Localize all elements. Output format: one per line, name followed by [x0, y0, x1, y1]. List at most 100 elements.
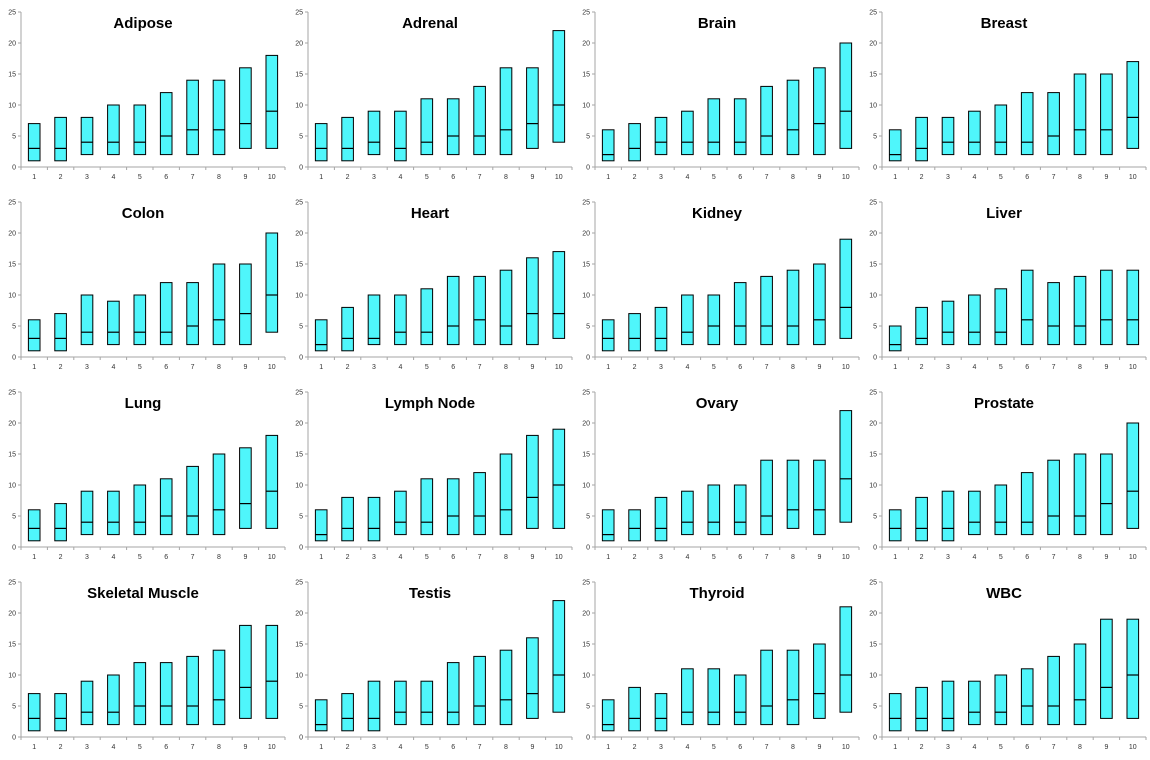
box-4: [107, 104, 120, 156]
box-2: [915, 306, 928, 346]
x-tick-label: 6: [738, 364, 742, 371]
box-10: [839, 606, 853, 713]
box-9: [813, 643, 826, 719]
box-8: [1073, 275, 1087, 346]
chart-title: Heart: [411, 205, 449, 222]
box-4: [394, 294, 407, 346]
box-6: [159, 662, 173, 726]
box-8: [786, 79, 800, 156]
y-tick-label: 25: [8, 200, 16, 207]
box-9: [526, 67, 539, 149]
y-tick-label: 25: [295, 580, 303, 587]
y-tick-label: 10: [869, 483, 877, 490]
box-9: [239, 624, 252, 719]
y-tick-label: 20: [295, 41, 303, 48]
x-tick-label: 6: [1025, 554, 1029, 561]
x-tick-label: 10: [268, 554, 276, 561]
x-tick-label: 8: [1078, 364, 1082, 371]
x-tick-label: 4: [398, 554, 402, 561]
x-tick-label: 5: [425, 554, 429, 561]
chart-title: WBC: [986, 585, 1022, 602]
y-tick-label: 5: [873, 704, 877, 711]
box-10: [265, 54, 279, 149]
box-5: [707, 484, 721, 536]
box-1: [27, 509, 41, 542]
box-2: [915, 496, 928, 542]
x-tick-label: 2: [633, 744, 637, 751]
box-10: [552, 251, 566, 339]
x-tick-label: 1: [893, 174, 897, 181]
x-tick-label: 3: [946, 174, 950, 181]
x-tick-label: 9: [530, 554, 534, 561]
chart-title: Adrenal: [402, 15, 458, 32]
box-9: [813, 263, 826, 346]
box-7: [186, 282, 199, 346]
x-tick-label: 6: [451, 554, 455, 561]
y-tick-label: 10: [8, 673, 16, 680]
chart-title: Thyroid: [690, 585, 745, 602]
x-tick-label: 10: [842, 364, 850, 371]
box-3: [941, 116, 955, 156]
box-4: [681, 110, 694, 156]
x-tick-label: 7: [765, 744, 769, 751]
chart-panel-skeletal-muscle: 0 5 10 15 20 25 1 2 3 4 5 6 7 8 9 10 Skeletal Muscle: [8, 580, 286, 751]
box-5: [994, 674, 1008, 726]
x-tick-label: 2: [59, 554, 63, 561]
box-8: [499, 649, 513, 726]
x-tick-label: 5: [138, 744, 142, 751]
y-tick-label: 15: [582, 262, 590, 269]
y-tick-label: 15: [869, 72, 877, 79]
x-tick-label: 5: [425, 744, 429, 751]
x-tick-label: 10: [1129, 174, 1137, 181]
y-tick-label: 10: [582, 103, 590, 110]
box-1: [314, 319, 328, 352]
x-tick-label: 9: [817, 364, 821, 371]
box-6: [446, 98, 460, 156]
box-2: [341, 306, 354, 352]
box-1: [888, 509, 902, 542]
box-3: [654, 496, 668, 542]
y-tick-label: 0: [873, 165, 877, 172]
box-4: [681, 490, 694, 536]
y-tick-label: 0: [299, 545, 303, 552]
x-tick-label: 2: [59, 364, 63, 371]
x-tick-label: 4: [398, 174, 402, 181]
x-tick-label: 6: [451, 174, 455, 181]
box-9: [239, 447, 252, 529]
box-1: [601, 319, 615, 352]
x-tick-label: 7: [1052, 744, 1056, 751]
box-4: [394, 490, 407, 536]
x-tick-label: 2: [346, 174, 350, 181]
x-tick-label: 9: [1104, 554, 1108, 561]
y-tick-label: 0: [586, 735, 590, 742]
x-tick-label: 9: [817, 744, 821, 751]
box-6: [733, 282, 747, 346]
y-tick-label: 20: [295, 611, 303, 618]
box-8: [786, 269, 800, 346]
box-8: [786, 459, 800, 529]
box-10: [265, 624, 279, 719]
box-2: [628, 313, 641, 352]
box-1: [314, 509, 328, 542]
box-5: [707, 294, 721, 346]
y-tick-label: 25: [8, 390, 16, 397]
box-8: [212, 649, 226, 726]
box-1: [314, 123, 328, 162]
x-tick-label: 1: [606, 364, 610, 371]
x-tick-label: 7: [765, 174, 769, 181]
box-5: [420, 680, 434, 726]
x-tick-label: 10: [1129, 364, 1137, 371]
box-5: [994, 288, 1008, 346]
box-9: [239, 263, 252, 346]
x-tick-label: 6: [738, 174, 742, 181]
y-tick-label: 25: [8, 580, 16, 587]
box-9: [1100, 73, 1113, 156]
chart-panel-heart: 0 5 10 15 20 25 1 2 3 4 5 6 7 8 9 10 Heart: [295, 200, 573, 371]
chart-panel-thyroid: 0 5 10 15 20 25 1 2 3 4 5 6 7 8 9 10 Thyroid: [582, 580, 860, 751]
x-tick-label: 7: [478, 744, 482, 751]
x-tick-label: 10: [555, 744, 563, 751]
x-tick-label: 3: [946, 554, 950, 561]
box-7: [186, 465, 199, 536]
y-tick-label: 0: [299, 355, 303, 362]
x-tick-label: 5: [712, 364, 716, 371]
